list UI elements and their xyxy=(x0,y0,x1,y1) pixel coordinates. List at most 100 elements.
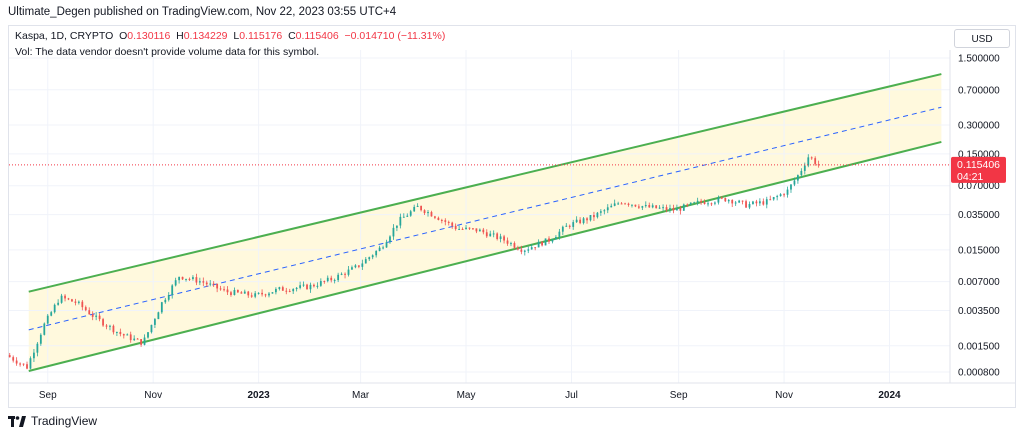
candle-body xyxy=(478,229,481,232)
candle-body xyxy=(19,363,21,365)
candle-body xyxy=(527,249,530,251)
candle-body xyxy=(406,215,409,217)
candle-body xyxy=(12,357,15,361)
high-label: H xyxy=(176,30,184,42)
candle-body xyxy=(240,292,243,294)
candle-body xyxy=(389,236,391,243)
candle-body xyxy=(105,325,108,327)
time-tick-label: Nov xyxy=(775,390,793,401)
candle-body xyxy=(112,325,115,333)
candle-body xyxy=(516,247,519,250)
candle-body xyxy=(337,274,340,281)
candle-body xyxy=(807,157,810,166)
candle-body xyxy=(703,202,706,204)
candle-body xyxy=(599,211,602,213)
chart-frame xyxy=(8,25,1016,408)
candle-body xyxy=(693,202,696,204)
candle-body xyxy=(734,202,737,204)
time-tick-label: 2023 xyxy=(247,390,270,401)
candle-body xyxy=(230,292,232,295)
candle-body xyxy=(330,277,333,281)
candle-body xyxy=(8,355,11,358)
candle-body xyxy=(192,277,194,279)
candle-body xyxy=(285,290,288,292)
price-tick-label: 0.007000 xyxy=(958,277,1000,288)
candle-body xyxy=(499,236,502,239)
candle-body xyxy=(568,225,571,227)
candle-body xyxy=(326,277,329,282)
candle-body xyxy=(98,315,101,320)
candle-body xyxy=(810,157,813,159)
candle-body xyxy=(174,280,177,286)
candle-body xyxy=(731,200,734,204)
candle-body xyxy=(313,284,315,287)
candle-body xyxy=(454,225,457,230)
price-tick-label: 0.003500 xyxy=(958,306,1000,317)
candle-body xyxy=(15,360,18,364)
candle-body xyxy=(520,249,523,252)
candle-body xyxy=(758,201,761,204)
candle-body xyxy=(323,281,326,283)
candle-body xyxy=(541,241,543,246)
time-tick-label: 2024 xyxy=(878,390,901,401)
candle-body xyxy=(154,319,156,325)
candle-body xyxy=(589,215,592,221)
candle-body xyxy=(188,278,191,280)
candle-body xyxy=(627,203,630,205)
candle-body xyxy=(351,267,353,270)
candle-body xyxy=(81,301,84,308)
candle-body xyxy=(53,304,56,313)
candle-body xyxy=(776,196,779,198)
candle-body xyxy=(36,343,39,353)
candle-body xyxy=(261,292,263,295)
candle-body xyxy=(382,247,384,249)
candle-body xyxy=(157,312,160,320)
candle-body xyxy=(786,189,789,195)
candle-body xyxy=(513,243,516,248)
candle-body xyxy=(212,283,215,285)
candle-body xyxy=(64,295,66,299)
candle-body xyxy=(164,299,167,303)
candle-body xyxy=(596,212,599,218)
candle-body xyxy=(714,202,716,204)
candle-body xyxy=(468,227,471,229)
candle-body xyxy=(233,290,236,295)
candle-body xyxy=(344,273,346,275)
candle-body xyxy=(803,165,806,171)
candle-body xyxy=(361,263,364,267)
candle-body xyxy=(689,202,692,205)
candle-body xyxy=(247,291,250,296)
publisher-line: Ultimate_Degen published on TradingView.… xyxy=(8,6,397,18)
price-tick-label: 0.150000 xyxy=(958,149,1000,160)
candle-body xyxy=(503,236,505,241)
close-value: 0.115406 xyxy=(295,30,339,42)
channel-upper-line xyxy=(28,73,942,293)
candle-body xyxy=(147,332,149,338)
candle-body xyxy=(765,199,768,205)
candle-body xyxy=(665,207,668,210)
candle-body xyxy=(216,283,219,289)
candle-body xyxy=(375,250,378,256)
candle-body xyxy=(475,228,478,232)
candle-body xyxy=(354,265,357,268)
candle-body xyxy=(109,325,111,327)
candle-body xyxy=(46,315,49,324)
candle-body xyxy=(60,295,63,303)
price-tick-label: 0.070000 xyxy=(958,181,1000,192)
candle-body xyxy=(167,295,170,300)
time-tick-label: May xyxy=(457,390,476,401)
low-value: 0.115176 xyxy=(239,30,283,42)
candle-body xyxy=(575,219,578,223)
channel-middle-line xyxy=(28,106,942,331)
high-value: 0.134229 xyxy=(183,30,228,42)
open-value: 0.130116 xyxy=(127,30,171,42)
price-tick-label: 0.000800 xyxy=(958,368,1000,379)
candle-body xyxy=(399,216,402,226)
candle-body xyxy=(181,276,184,280)
currency-button[interactable]: USD xyxy=(954,29,1010,48)
candle-body xyxy=(672,208,675,211)
candle-body xyxy=(288,290,291,292)
candle-body xyxy=(385,242,388,248)
candle-body xyxy=(309,284,312,290)
